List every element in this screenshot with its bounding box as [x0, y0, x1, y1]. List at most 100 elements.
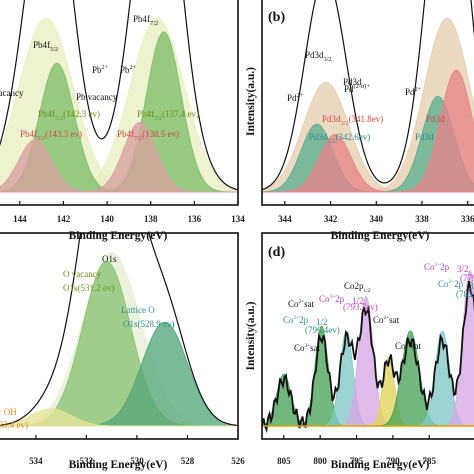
peak-label-sup: 2+: [297, 92, 304, 99]
peak-label-main: O vacancy: [63, 269, 102, 279]
peak-label: Co3+2p: [424, 262, 450, 272]
peak-label-tail: 2p: [299, 315, 309, 325]
peak-label-main: Pb: [92, 65, 102, 75]
peak-label: Pb4f7/2(137.4 ev): [137, 109, 199, 122]
envelope-line-c: [0, 233, 238, 426]
peak-label-main: Pd: [405, 87, 415, 97]
peak-label-tail: (138.5 ev): [142, 129, 179, 139]
peak-label: Pb4f5/2(143.3 ev): [20, 129, 82, 142]
peak-label-tail: (142.3 ev): [63, 109, 100, 119]
peak-label: 3/2: [469, 281, 474, 291]
peak-label-main: Pd3d: [426, 114, 445, 124]
panel-b: 344 342 340 338 336 Binding Energy(eV) Intensi…: [245, 0, 474, 242]
peak-label: Co3+sat: [395, 341, 422, 351]
x-tick-label: 142: [57, 214, 71, 224]
x-tick-label: 144: [13, 214, 27, 224]
peak-label: Pb4f7/2: [133, 14, 158, 27]
peak-label-main: Pd3d: [309, 132, 328, 142]
envelope-line-b: [262, 0, 474, 191]
peak-label-sub: 7/2: [154, 115, 162, 122]
x-tick-label: 528: [181, 456, 195, 466]
peak-label-sup: 3+: [406, 341, 412, 347]
x-axis-label: Binding Energy(eV): [331, 459, 430, 471]
peak-label: Pd2+: [405, 86, 422, 97]
peak-label-main: Pd3d: [415, 132, 434, 142]
peak-label: Pb2+: [92, 64, 109, 75]
panel-frame-c: [0, 232, 239, 440]
peak-label-sup: 2+: [294, 315, 300, 321]
peak-label-main: 3/2: [469, 281, 474, 291]
peak-label-sup: 3+: [305, 343, 311, 349]
peak-label-tail: sat: [310, 343, 320, 353]
peak-label: Co2+2p: [438, 279, 464, 289]
peak-label-main: Pd3d: [322, 114, 341, 124]
peak-label-sub: 5/2: [37, 135, 45, 142]
peak-label-tail: sat: [411, 341, 421, 351]
peak-label-main: or OH: [0, 407, 17, 417]
x-tick-label: 805: [277, 456, 291, 466]
peak-label-tail: (137.4 ev): [162, 109, 199, 119]
peak-label: 3/2: [457, 264, 469, 274]
peak-label: Pb4f5/2(142.3 ev): [38, 109, 100, 122]
peak-label: Lattice O: [121, 305, 155, 315]
peak-label-main: Co: [395, 341, 406, 351]
peak-label: vacancy: [0, 88, 24, 98]
peak-label-sub: 7/2: [150, 20, 158, 27]
x-axis-label: Binding Energy(eV): [69, 459, 168, 471]
peak-label: 533.4 ev): [0, 420, 28, 430]
peak-label-main: 1/2: [316, 317, 328, 327]
peak-label-main: Pb: [120, 65, 130, 75]
peak-label-main: Pb4f: [20, 129, 37, 139]
peak-label-main: Co: [424, 262, 435, 272]
peak-label-main: Pd: [287, 93, 297, 103]
peak-label: Co3+sat: [294, 343, 321, 353]
peak-fill-c-3: [0, 408, 238, 427]
x-axis-label: Binding Energy(eV): [331, 230, 430, 242]
peak-label-main: Co: [294, 343, 305, 353]
envelope-line-d: [262, 281, 474, 434]
peak-label-sub: 3/2: [324, 56, 332, 63]
panel-label: (b): [268, 10, 285, 25]
peak-fill-a-5: [0, 122, 238, 193]
x-tick-label: 338: [415, 214, 429, 224]
plot-area-d: [262, 269, 474, 434]
peak-label: Pd2+: [287, 92, 304, 103]
peak-fill-b-5: [262, 69, 474, 193]
panel-frame-b: [261, 0, 474, 206]
peak-label-sub: 5/2: [50, 46, 58, 53]
peak-label-sup: 2+: [299, 299, 305, 305]
peak-label-tail: (342.6ev): [336, 132, 371, 142]
peak-label-sup: (2-σ)+: [354, 83, 371, 90]
peak-label-main: (779.4ev): [460, 273, 474, 283]
peak-label: Co2+2p: [283, 315, 309, 325]
peak-label-sub: 5/2: [55, 115, 63, 122]
peak-label-tail: (143.3 ev): [45, 129, 82, 139]
peak-label-main: Pb4f: [117, 129, 134, 139]
x-tick-label: 336: [461, 214, 474, 224]
peak-label-main: 533.4 ev): [0, 420, 28, 430]
peak-label-sub: 3/2: [328, 138, 336, 145]
peak-label-sub: 3/2: [341, 120, 349, 127]
peak-label-main: Co: [283, 315, 294, 325]
peak-label-tail: sat: [304, 299, 314, 309]
peak-label-main: (793.7ev): [343, 302, 378, 312]
peak-label: or OH: [0, 407, 17, 417]
x-tick-label: 795: [350, 456, 364, 466]
peak-label: Pb4f5/2: [33, 40, 58, 53]
peak-label-main: Co: [288, 299, 299, 309]
plot-area-a: [0, 0, 238, 193]
peak-label: Pd3d3/2(342.6ev): [309, 132, 370, 145]
peak-label: Pb vacancy: [76, 92, 118, 102]
peak-label: (779.4ev): [460, 273, 474, 283]
peak-label: Pd3d: [426, 114, 445, 124]
peak-label-main: vacancy: [0, 88, 24, 98]
peak-label-main: Lattice O: [121, 305, 155, 315]
peak-label-main: Pb4f: [133, 14, 150, 24]
plot-area-c: [0, 233, 238, 427]
x-tick-label: 532: [80, 456, 94, 466]
peak-label-main: 3/2: [457, 264, 469, 274]
panel-frame-a: [0, 0, 239, 206]
y-axis-label: Intensity(a.u.): [245, 301, 257, 370]
peak-label: O vacancy: [63, 269, 102, 279]
